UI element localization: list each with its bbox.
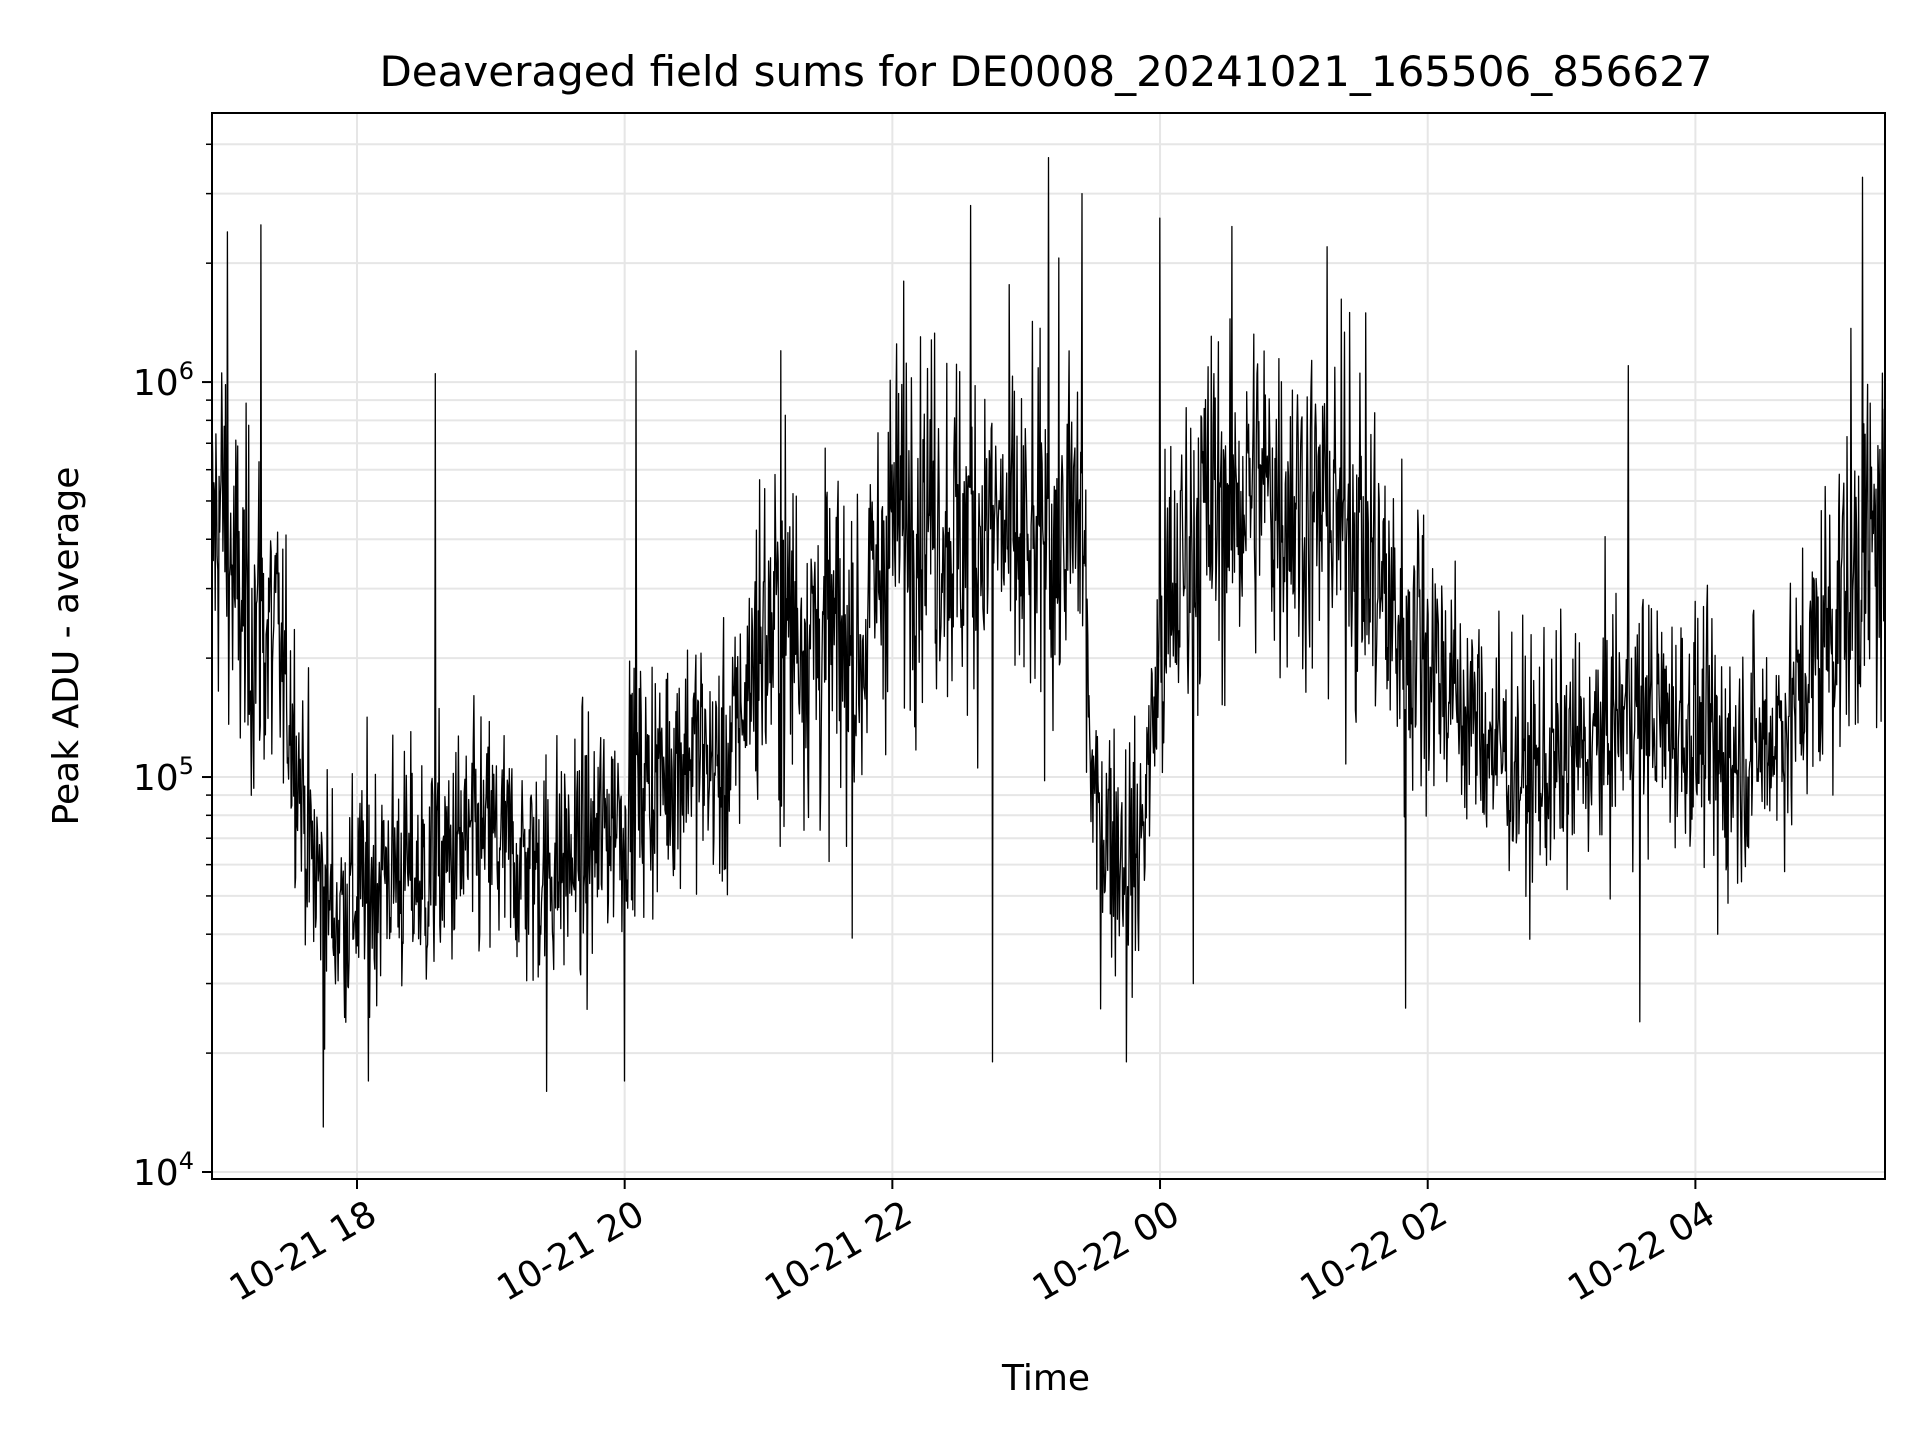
y-tick-exponent: 5 [179,752,194,780]
x-axis-label: Time [1001,1358,1090,1399]
y-tick-base: 10 [133,363,179,404]
series-line [211,156,1886,1128]
data-line [211,156,1886,1128]
y-tick-base: 10 [133,1153,179,1194]
plot-frame [211,112,1886,1180]
y-tick-exponent: 4 [179,1147,194,1175]
y-axis-label: Peak ADU - average [46,467,87,826]
y-tick-label: 104 [133,1147,194,1194]
y-tick-label: 105 [133,752,194,799]
y-tick-base: 10 [133,758,179,799]
chart-title: Deaveraged field sums for DE0008_2024102… [379,47,1712,96]
y-tick-exponent: 6 [179,357,194,385]
y-tick-label: 106 [133,357,194,404]
